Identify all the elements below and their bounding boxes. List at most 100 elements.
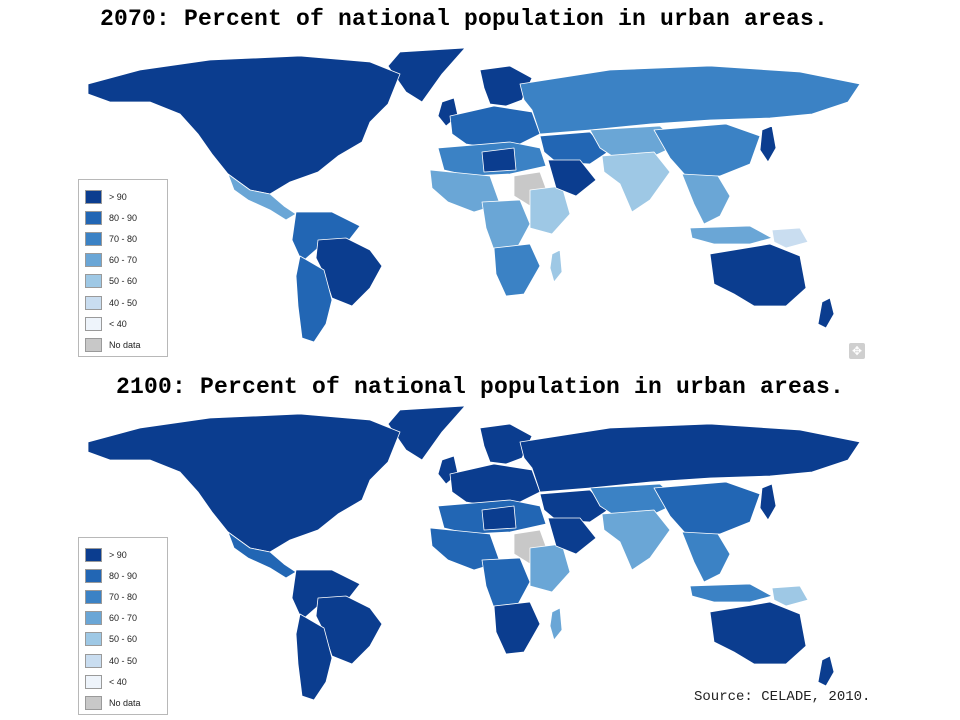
legend-label: No data xyxy=(109,697,141,708)
legend-item: 80 - 90 xyxy=(85,565,167,586)
world-map-2070 xyxy=(87,47,861,343)
region-west-africa xyxy=(429,169,501,213)
region-southeast-asia xyxy=(681,173,731,225)
region-central-africa xyxy=(481,199,531,251)
legend-swatch xyxy=(85,210,102,225)
legend-swatch xyxy=(85,295,102,310)
legend-swatch xyxy=(85,632,102,647)
region-russia xyxy=(519,65,861,135)
region-australia xyxy=(709,601,807,665)
legend-item: 70 - 80 xyxy=(85,586,167,607)
region-greenland xyxy=(387,405,466,461)
region-papua xyxy=(771,585,809,607)
legend-swatch xyxy=(85,231,102,246)
region-southeast-asia xyxy=(681,531,731,583)
region-brazil xyxy=(315,595,383,665)
region-central-america xyxy=(227,531,297,579)
region-southern-africa xyxy=(493,601,541,655)
legend-label: < 40 xyxy=(109,318,127,329)
region-japan xyxy=(759,125,777,163)
region-indonesia xyxy=(689,583,773,603)
legend-swatch xyxy=(85,274,102,289)
legend-label: 40 - 50 xyxy=(109,297,138,308)
legend-item: No data xyxy=(85,334,167,355)
legend-swatch xyxy=(85,674,102,689)
region-south-america-south xyxy=(295,613,333,701)
region-north-america xyxy=(87,413,401,553)
region-new-zealand xyxy=(817,655,835,687)
legend-item: 50 - 60 xyxy=(85,629,167,650)
region-arabia xyxy=(547,159,597,197)
legend-item: > 90 xyxy=(85,186,167,207)
region-japan xyxy=(759,483,777,521)
region-western-europe xyxy=(449,105,541,149)
source-note: Source: CELADE, 2010. xyxy=(694,689,871,705)
region-south-asia xyxy=(601,151,671,213)
legend-label: No data xyxy=(109,339,141,350)
region-sahara xyxy=(481,505,517,531)
legend-item: 80 - 90 xyxy=(85,207,167,228)
legend-swatch xyxy=(85,253,102,268)
legend-item: < 40 xyxy=(85,313,167,334)
region-middle-east xyxy=(539,489,609,523)
map-title-2070: 2070: Percent of national population in … xyxy=(99,6,829,32)
legend-label: > 90 xyxy=(109,549,127,560)
legend-item: 60 - 70 xyxy=(85,608,167,629)
region-indonesia xyxy=(689,225,773,245)
region-east-africa xyxy=(529,185,571,235)
legend-swatch xyxy=(85,316,102,331)
legend-item: No data xyxy=(85,692,167,713)
legend-label: 80 - 90 xyxy=(109,570,138,581)
region-south-asia xyxy=(601,509,671,571)
region-brazil xyxy=(315,237,383,307)
region-china xyxy=(653,481,761,535)
legend-swatch xyxy=(85,547,102,562)
region-australia xyxy=(709,243,807,307)
legend-item: 40 - 50 xyxy=(85,292,167,313)
region-western-europe xyxy=(449,463,541,507)
zoom-icon[interactable]: ✥ xyxy=(849,343,865,359)
region-north-america xyxy=(87,55,401,195)
region-south-america-south xyxy=(295,255,333,343)
legend-swatch xyxy=(85,337,102,352)
legend-item: 70 - 80 xyxy=(85,228,167,249)
legend-swatch xyxy=(85,695,102,710)
region-new-zealand xyxy=(817,297,835,329)
region-scandinavia xyxy=(479,65,533,107)
legend-swatch xyxy=(85,589,102,604)
legend-item: 50 - 60 xyxy=(85,271,167,292)
legend-item: > 90 xyxy=(85,544,167,565)
region-central-america xyxy=(227,173,297,221)
region-central-africa xyxy=(481,557,531,609)
legend-swatch xyxy=(85,611,102,626)
region-papua xyxy=(771,227,809,249)
legend-label: 40 - 50 xyxy=(109,655,138,666)
legend-label: 80 - 90 xyxy=(109,212,138,223)
legend-label: 70 - 80 xyxy=(109,591,138,602)
region-scandinavia xyxy=(479,423,533,465)
region-arabia xyxy=(547,517,597,555)
region-china xyxy=(653,123,761,177)
region-russia xyxy=(519,423,861,493)
region-middle-east xyxy=(539,131,609,165)
legend-label: 60 - 70 xyxy=(109,255,138,266)
region-greenland xyxy=(387,47,466,103)
region-west-africa xyxy=(429,527,501,571)
region-southern-africa xyxy=(493,243,541,297)
legend-item: 40 - 50 xyxy=(85,650,167,671)
legend-2100: > 90 80 - 90 70 - 80 60 - 70 50 - 60 40 - 50 <… xyxy=(78,537,168,715)
legend-label: > 90 xyxy=(109,191,127,202)
legend-2070: > 90 80 - 90 70 - 80 60 - 70 50 - 60 40 - 50 <… xyxy=(78,179,168,357)
map-title-2100: 2100: Percent of national population in … xyxy=(115,374,845,400)
region-madagascar xyxy=(549,249,563,283)
region-madagascar xyxy=(549,607,563,641)
region-sahara xyxy=(481,147,517,173)
legend-item: 60 - 70 xyxy=(85,250,167,271)
legend-item: < 40 xyxy=(85,671,167,692)
legend-label: 50 - 60 xyxy=(109,634,138,645)
legend-label: 70 - 80 xyxy=(109,233,138,244)
legend-swatch xyxy=(85,568,102,583)
legend-label: 60 - 70 xyxy=(109,613,138,624)
legend-label: 50 - 60 xyxy=(109,276,138,287)
legend-swatch xyxy=(85,189,102,204)
